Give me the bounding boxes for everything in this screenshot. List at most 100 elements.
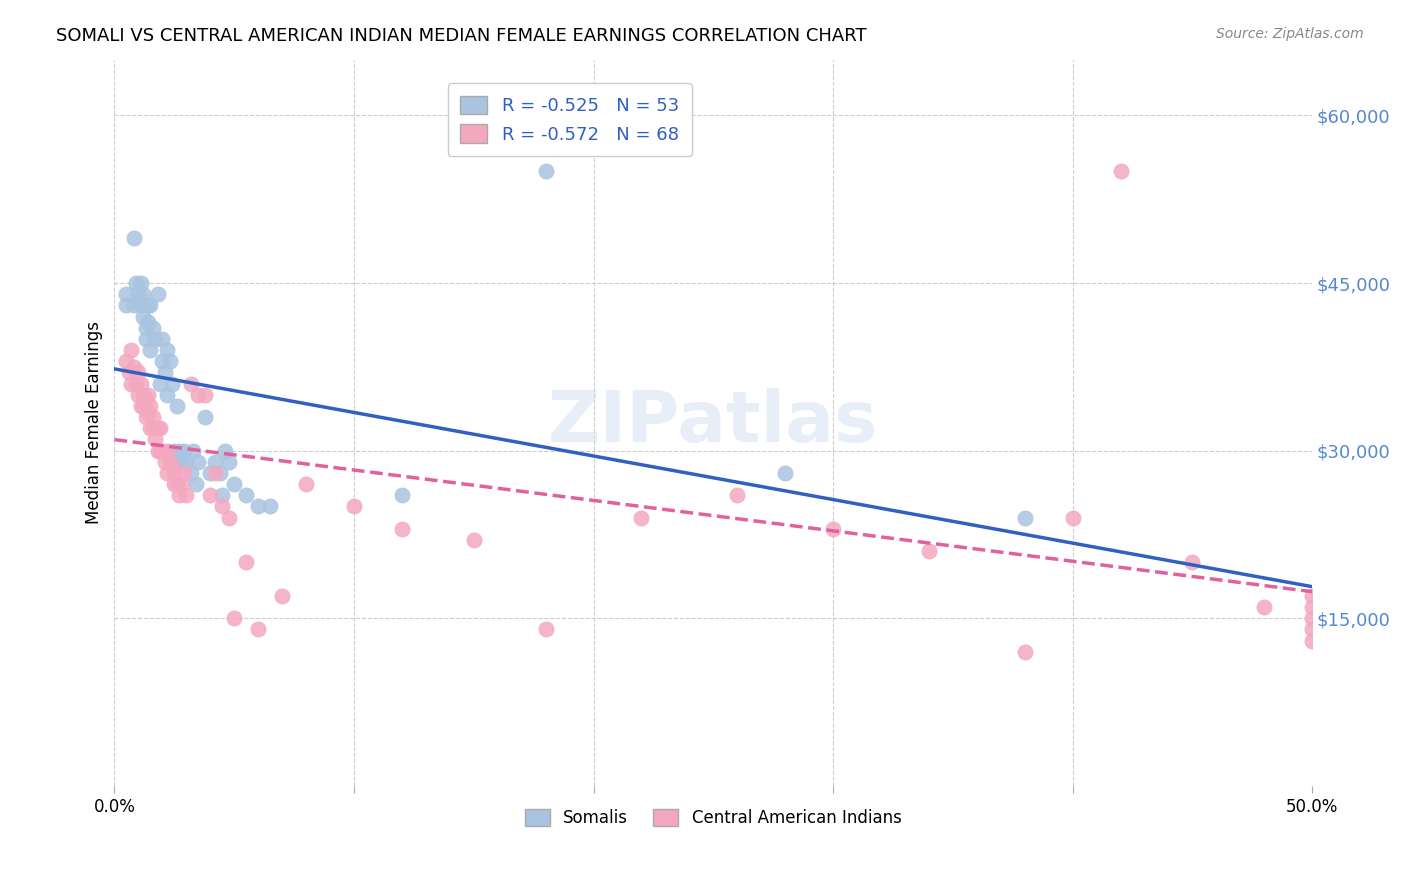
Point — [129, 298, 152, 312]
Point — [120, 343, 142, 357]
Point — [534, 623, 557, 637]
Point — [156, 466, 179, 480]
Point — [194, 410, 217, 425]
Point — [211, 488, 233, 502]
Point — [534, 164, 557, 178]
Text: ZIPatlas: ZIPatlas — [548, 388, 879, 458]
Y-axis label: Median Female Earnings: Median Female Earnings — [86, 321, 103, 524]
Point — [135, 320, 157, 334]
Point — [918, 544, 941, 558]
Point — [127, 293, 149, 307]
Point — [122, 298, 145, 312]
Point — [1014, 510, 1036, 524]
Point — [127, 366, 149, 380]
Point — [149, 376, 172, 391]
Point — [630, 510, 652, 524]
Point — [163, 443, 186, 458]
Point — [127, 287, 149, 301]
Point — [115, 287, 138, 301]
Point — [167, 488, 190, 502]
Point — [1301, 589, 1323, 603]
Point — [725, 488, 748, 502]
Point — [174, 455, 197, 469]
Point — [143, 332, 166, 346]
Point — [187, 455, 209, 469]
Point — [153, 366, 176, 380]
Point — [204, 455, 226, 469]
Point — [295, 477, 318, 491]
Point — [170, 455, 193, 469]
Point — [139, 421, 162, 435]
Point — [183, 443, 205, 458]
Point — [170, 477, 193, 491]
Point — [1301, 623, 1323, 637]
Point — [173, 443, 195, 458]
Point — [180, 376, 202, 391]
Point — [132, 399, 155, 413]
Point — [120, 376, 142, 391]
Point — [132, 310, 155, 324]
Point — [160, 460, 183, 475]
Point — [343, 500, 366, 514]
Point — [139, 343, 162, 357]
Point — [136, 388, 159, 402]
Point — [200, 466, 222, 480]
Point — [122, 359, 145, 374]
Point — [208, 466, 231, 480]
Point — [247, 500, 270, 514]
Point — [142, 421, 165, 435]
Point — [1301, 600, 1323, 615]
Legend: Somalis, Central American Indians: Somalis, Central American Indians — [516, 801, 910, 836]
Point — [136, 298, 159, 312]
Point — [821, 522, 844, 536]
Point — [166, 399, 188, 413]
Point — [136, 315, 159, 329]
Point — [235, 555, 257, 569]
Point — [174, 488, 197, 502]
Point — [173, 466, 195, 480]
Point — [135, 410, 157, 425]
Point — [156, 443, 179, 458]
Point — [149, 421, 172, 435]
Point — [163, 477, 186, 491]
Point — [218, 510, 240, 524]
Point — [235, 488, 257, 502]
Point — [125, 376, 148, 391]
Text: Source: ZipAtlas.com: Source: ZipAtlas.com — [1216, 27, 1364, 41]
Point — [159, 455, 181, 469]
Point — [142, 320, 165, 334]
Point — [136, 404, 159, 418]
Point — [166, 477, 188, 491]
Point — [129, 399, 152, 413]
Point — [184, 477, 207, 491]
Point — [259, 500, 281, 514]
Point — [224, 477, 246, 491]
Point — [247, 623, 270, 637]
Point — [180, 466, 202, 480]
Point — [211, 500, 233, 514]
Point — [127, 388, 149, 402]
Point — [204, 466, 226, 480]
Point — [146, 287, 169, 301]
Point — [1181, 555, 1204, 569]
Point — [132, 388, 155, 402]
Point — [1062, 510, 1084, 524]
Point — [163, 466, 186, 480]
Point — [132, 287, 155, 301]
Point — [156, 388, 179, 402]
Point — [115, 298, 138, 312]
Point — [150, 354, 173, 368]
Point — [200, 488, 222, 502]
Point — [463, 533, 485, 547]
Point — [135, 393, 157, 408]
Point — [143, 433, 166, 447]
Point — [1301, 633, 1323, 648]
Point — [146, 421, 169, 435]
Point — [142, 410, 165, 425]
Point — [150, 443, 173, 458]
Point — [167, 443, 190, 458]
Point — [194, 388, 217, 402]
Point — [218, 455, 240, 469]
Point — [156, 343, 179, 357]
Point — [115, 354, 138, 368]
